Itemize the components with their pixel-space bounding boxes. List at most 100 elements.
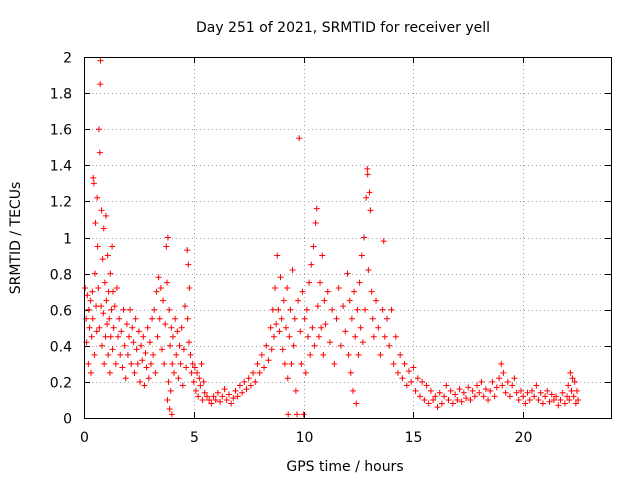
y-tick-label: 1.2: [50, 195, 72, 211]
data-point: [104, 252, 111, 259]
data-point: [164, 396, 171, 403]
data-point: [126, 333, 133, 340]
data-point: [414, 375, 421, 382]
data-point: [329, 306, 336, 313]
data-point: [208, 400, 215, 407]
data-point: [90, 180, 97, 187]
data-point: [172, 315, 179, 322]
data-point: [286, 333, 293, 340]
data-point: [100, 310, 107, 317]
data-point: [199, 396, 206, 403]
data-point: [174, 328, 181, 335]
data-point: [276, 328, 283, 335]
data-point: [517, 387, 524, 394]
data-point: [569, 375, 576, 382]
data-point: [296, 135, 303, 142]
data-point: [432, 393, 439, 400]
data-point: [99, 342, 106, 349]
data-point: [108, 306, 115, 313]
data-point: [539, 400, 546, 407]
data-point: [312, 220, 319, 227]
data-point: [119, 364, 126, 371]
data-point: [346, 297, 353, 304]
data-point: [269, 306, 276, 313]
data-point: [225, 391, 232, 398]
data-point: [388, 306, 395, 313]
data-point: [355, 351, 362, 358]
data-point: [90, 174, 97, 181]
data-point: [197, 382, 204, 389]
data-point: [335, 285, 342, 292]
data-point: [109, 288, 116, 295]
data-point: [129, 324, 136, 331]
data-point: [537, 389, 544, 396]
data-point: [98, 303, 105, 310]
data-point: [82, 285, 89, 292]
data-point: [548, 391, 555, 398]
y-tick-label: 1.4: [50, 159, 72, 175]
data-point: [368, 288, 375, 295]
data-point: [149, 315, 156, 322]
data-point: [89, 288, 96, 295]
data-point: [274, 252, 281, 259]
data-point: [292, 387, 299, 394]
data-point: [103, 297, 110, 304]
data-point: [344, 270, 351, 277]
y-tick-label: 2: [63, 51, 72, 67]
data-point: [304, 333, 311, 340]
x-tick-label: 20: [515, 430, 533, 446]
data-point: [500, 369, 507, 376]
data-point: [301, 315, 308, 322]
data-point: [143, 364, 150, 371]
data-point: [487, 387, 494, 394]
data-point: [395, 369, 402, 376]
data-point: [228, 400, 235, 407]
y-tick-label: 0.4: [50, 340, 72, 356]
data-point: [160, 297, 167, 304]
data-point: [363, 194, 370, 201]
data-point: [169, 333, 176, 340]
plot-frame: [84, 57, 612, 419]
data-point: [107, 270, 114, 277]
data-point: [273, 321, 280, 328]
data-point: [153, 288, 160, 295]
data-point: [278, 315, 285, 322]
data-point: [145, 375, 152, 382]
data-point: [351, 288, 358, 295]
data-point: [524, 389, 531, 396]
data-point: [369, 315, 376, 322]
data-point: [313, 205, 320, 212]
data-point: [289, 266, 296, 273]
data-point: [121, 342, 128, 349]
data-point: [122, 375, 129, 382]
data-point: [476, 389, 483, 396]
data-point: [166, 405, 173, 412]
data-point: [295, 297, 302, 304]
data-point: [392, 333, 399, 340]
data-point: [95, 285, 102, 292]
data-point: [93, 303, 100, 310]
data-point: [192, 387, 199, 394]
data-point: [522, 400, 529, 407]
data-point: [217, 398, 224, 405]
data-point: [319, 252, 326, 259]
data-point: [526, 396, 533, 403]
data-point: [177, 360, 184, 367]
grid-lines: [84, 57, 611, 418]
data-point: [506, 393, 513, 400]
data-point: [373, 297, 380, 304]
data-point: [423, 382, 430, 389]
data-point: [109, 243, 116, 250]
data-point: [367, 207, 374, 214]
data-point: [165, 378, 172, 385]
data-point: [443, 382, 450, 389]
data-point: [123, 321, 130, 328]
data-point: [210, 393, 217, 400]
data-point: [92, 220, 99, 227]
data-point: [130, 339, 137, 346]
data-point: [186, 285, 193, 292]
data-point: [308, 261, 315, 268]
data-point: [96, 324, 103, 331]
data-point: [565, 382, 572, 389]
